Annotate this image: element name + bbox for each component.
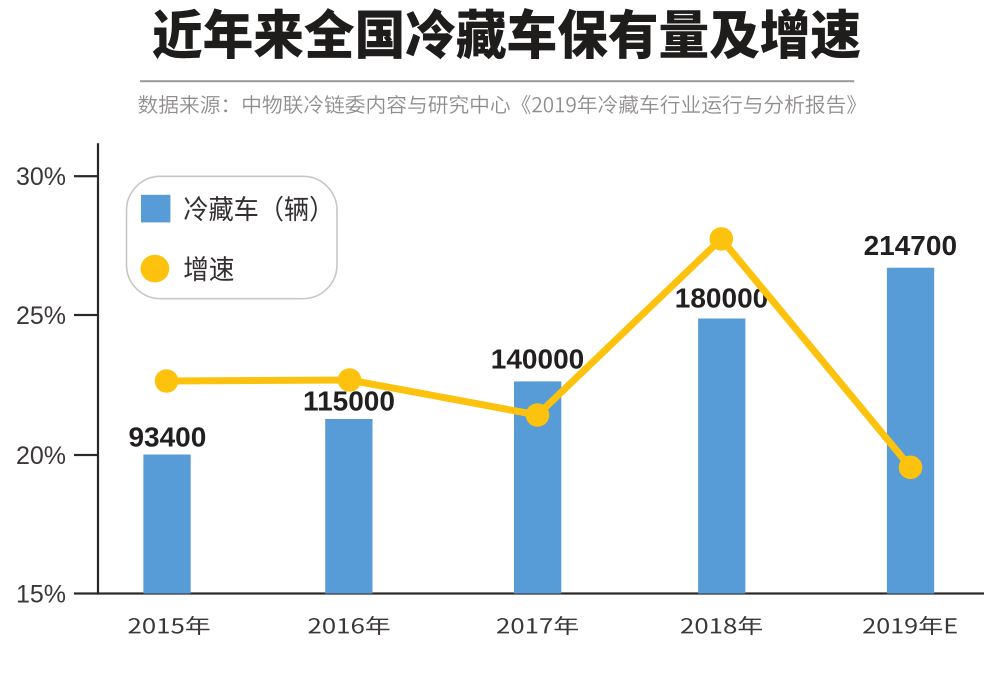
svg-text:140000: 140000 <box>491 344 584 375</box>
svg-text:93400: 93400 <box>128 422 206 453</box>
svg-text:20%: 20% <box>16 442 66 470</box>
svg-text:15%: 15% <box>16 580 66 608</box>
svg-text:25%: 25% <box>16 302 66 330</box>
svg-text:30%: 30% <box>16 163 66 191</box>
svg-text:180000: 180000 <box>675 283 768 314</box>
svg-text:214700: 214700 <box>864 230 957 261</box>
